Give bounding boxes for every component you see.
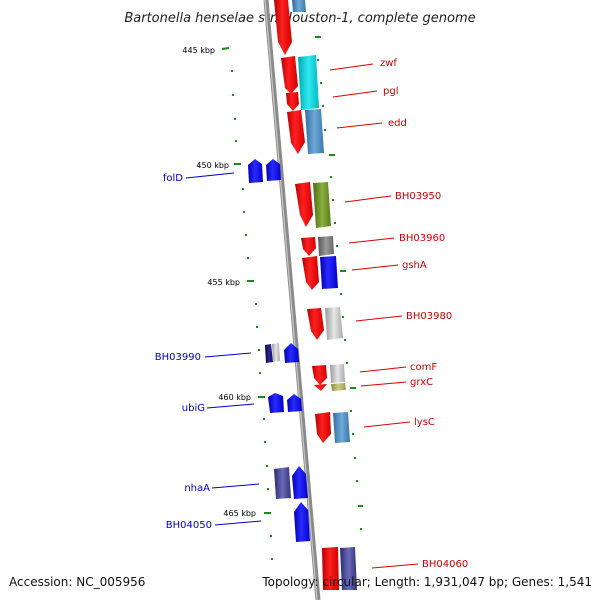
gene-label-folD[interactable]: folD [163,173,183,184]
gene-label-lysC[interactable]: lysC [414,417,435,428]
gene-block-BH03960-gray[interactable] [318,236,334,256]
gene-arrow-top-forward[interactable] [274,0,292,55]
gene-arrow-ubiG-reverse-b[interactable] [287,394,302,412]
gene-arrow-folD-reverse-b[interactable] [266,159,281,181]
accession-text: Accession: NC_005956 [9,575,145,589]
gene-block-zwf-cyan[interactable] [298,55,319,110]
gene-block-BH04060-purple[interactable] [340,547,357,590]
gene-label-BH04060[interactable]: BH04060 [422,559,468,570]
gene-label-grxC[interactable]: grxC [410,377,433,388]
gene-arrow-BH03980-forward[interactable] [307,308,324,340]
leader-line-lysC [363,421,411,428]
leader-line-nhaA [211,483,260,489]
genome-backbone-highlight [264,0,318,600]
genome-title: Bartonella henselae str. Houston-1, comp… [124,11,475,26]
leader-line-BH04060 [371,563,419,569]
gene-arrow-BH03990-reverse[interactable] [284,343,299,363]
leader-line-BH03960 [348,237,395,244]
genome-backbone [263,0,321,600]
gene-block-gshA-blue[interactable] [320,256,338,289]
leader-line-BH04050 [214,520,262,526]
gene-arrow-BH03950-forward[interactable] [295,182,313,227]
gene-block-BH03950-olive[interactable] [313,182,331,228]
companion-genes [292,0,357,590]
gene-label-BH03950[interactable]: BH03950 [395,191,441,202]
kbp-marker-460: 460 kbp [218,393,251,402]
gene-arrow-lysC-forward[interactable] [315,412,331,443]
kbp-marker-465: 465 kbp [223,509,256,518]
gene-block-comF-light[interactable] [330,364,345,383]
leader-line-edd [336,122,383,129]
tick-marks-left [221,47,273,560]
gene-label-nhaA[interactable]: nhaA [184,483,210,494]
gene-arrow-grxC-forward[interactable] [314,384,327,391]
gene-label-ubiG[interactable]: ubiG [182,403,205,414]
forward-genes [274,0,339,590]
gene-arrow-edd-forward[interactable] [287,110,305,154]
gene-arrow-BH04060-forward[interactable] [322,547,339,590]
gene-block-BH03990-light[interactable] [272,343,280,362]
gene-arrow-ubiG-reverse-a[interactable] [268,393,284,413]
leader-lines-left [185,172,262,526]
leader-lines-right [329,63,419,569]
gene-label-gshA[interactable]: gshA [402,260,427,271]
gene-arrow-nhaA-reverse[interactable] [292,466,308,499]
leader-line-comF [359,366,407,373]
gene-arrow-comF-forward[interactable] [312,365,327,385]
gene-block-BH03980-light[interactable] [325,307,343,340]
gene-label-pgl[interactable]: pgl [383,86,398,97]
gene-label-zwf[interactable]: zwf [380,58,397,69]
leader-line-pgl [332,90,378,98]
leader-line-ubiG [206,403,255,409]
leader-line-gshA [351,264,399,271]
tick-marks-right [315,36,363,530]
gene-block-lysC-steel[interactable] [333,412,350,443]
gene-label-BH03960[interactable]: BH03960 [399,233,445,244]
gene-arrow-zwf-forward[interactable] [281,56,298,94]
kbp-marker-450: 450 kbp [196,161,229,170]
gene-arrow-gshA-forward[interactable] [302,256,319,290]
gene-arrow-BH03960-forward[interactable] [301,237,316,256]
reverse-genes [248,159,310,542]
gene-label-BH04050[interactable]: BH04050 [166,520,212,531]
genome-summary-text: Topology: circular; Length: 1,931,047 bp… [261,575,592,589]
leader-line-grxC [360,381,407,387]
leader-line-BH03990 [204,352,252,358]
gene-arrow-folD-reverse-a[interactable] [248,159,263,183]
leader-line-BH03950 [344,195,392,203]
leader-line-BH03980 [355,315,403,322]
tick-mark [221,47,230,50]
gene-label-comF[interactable]: comF [410,362,437,373]
gene-block-BH03990-navy[interactable] [265,344,273,363]
gene-label-edd[interactable]: edd [388,118,407,129]
gene-label-BH03990[interactable]: BH03990 [155,352,201,363]
kbp-marker-455: 455 kbp [207,278,240,287]
gene-label-BH03980[interactable]: BH03980 [406,311,452,322]
gene-arrow-pgl-forward[interactable] [286,92,299,111]
gene-arrow-BH04050-reverse[interactable] [294,502,310,542]
gene-block-grxC-khaki[interactable] [331,383,346,391]
leader-line-zwf [329,63,374,71]
leader-line-folD [185,172,235,179]
gene-block-edd-steel[interactable] [305,109,324,154]
gene-block-nhaA-purple[interactable] [274,467,291,499]
kbp-marker-445: 445 kbp [182,46,215,55]
gene-block-top-steel[interactable] [292,0,306,12]
